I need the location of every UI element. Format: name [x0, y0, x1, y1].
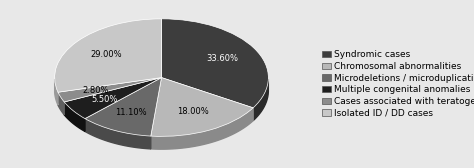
Text: 11.10%: 11.10%	[116, 108, 147, 116]
Wedge shape	[55, 19, 162, 92]
Text: 18.00%: 18.00%	[177, 107, 209, 116]
Legend: Syndromic cases, Chromosomal abnormalities, Microdeletions / microduplications, : Syndromic cases, Chromosomal abnormaliti…	[319, 47, 474, 121]
Text: 2.80%: 2.80%	[83, 86, 109, 95]
Wedge shape	[85, 78, 162, 136]
Wedge shape	[162, 19, 268, 108]
Polygon shape	[64, 102, 85, 131]
Polygon shape	[253, 79, 268, 121]
Wedge shape	[64, 78, 162, 119]
Polygon shape	[58, 92, 64, 115]
Wedge shape	[58, 78, 162, 102]
Text: 29.00%: 29.00%	[91, 50, 122, 59]
Text: 5.50%: 5.50%	[91, 95, 118, 104]
Polygon shape	[85, 119, 151, 149]
Wedge shape	[151, 78, 253, 136]
Text: 33.60%: 33.60%	[206, 54, 238, 63]
Polygon shape	[151, 108, 253, 149]
Polygon shape	[55, 79, 58, 105]
